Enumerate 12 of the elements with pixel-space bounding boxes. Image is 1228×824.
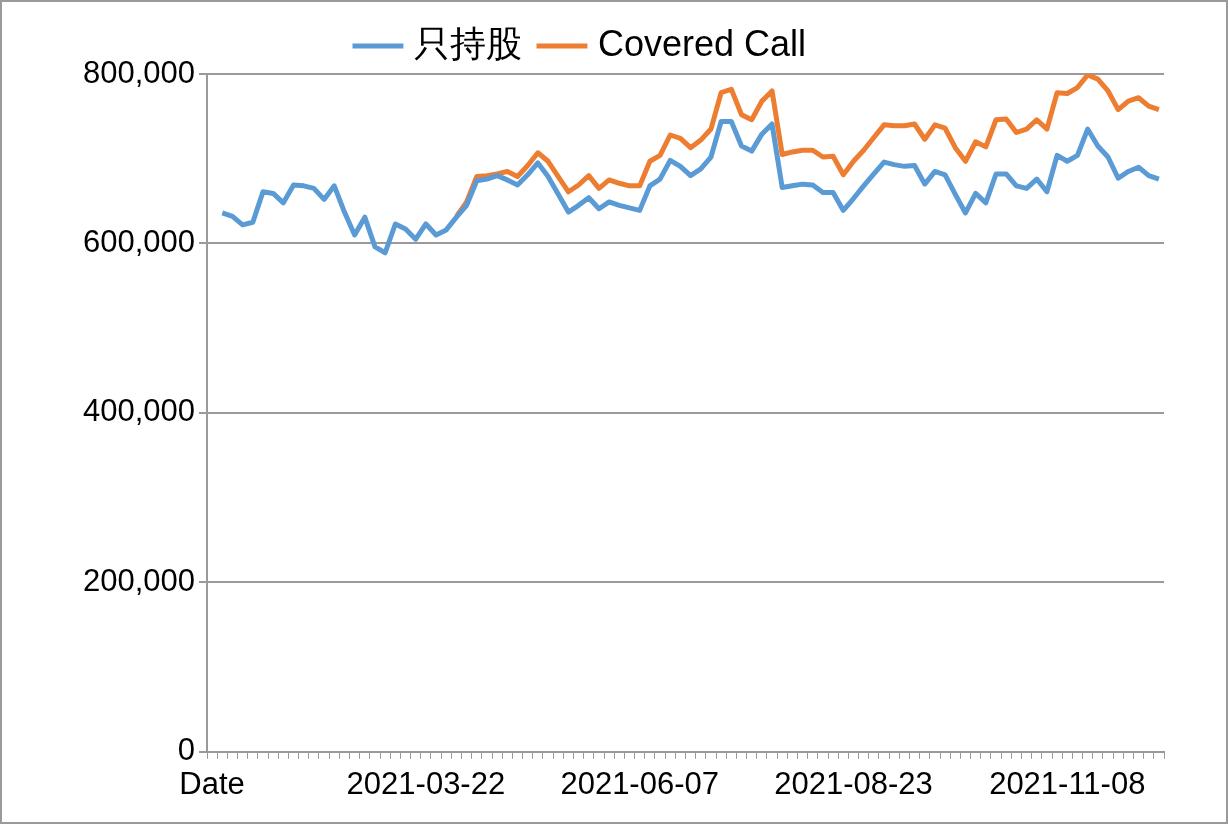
y-tick-label: 400,000 bbox=[82, 393, 195, 429]
y-tick-label: 200,000 bbox=[82, 562, 195, 598]
legend-label: Covered Call bbox=[597, 22, 807, 64]
y-tick-label: 600,000 bbox=[82, 224, 195, 259]
x-tick-label: 2021-06-07 bbox=[560, 765, 719, 801]
x-tick-label: 2021-08-23 bbox=[774, 765, 933, 801]
x-tick-label: 2021-03-22 bbox=[346, 765, 506, 801]
y-tick-label: 0 bbox=[177, 732, 195, 768]
legend-label: 只持股 bbox=[413, 22, 522, 64]
x-tick-label: Date bbox=[179, 765, 245, 801]
x-tick-label: 2021-11-08 bbox=[989, 765, 1146, 801]
y-tick-label: 800,000 bbox=[82, 54, 195, 90]
